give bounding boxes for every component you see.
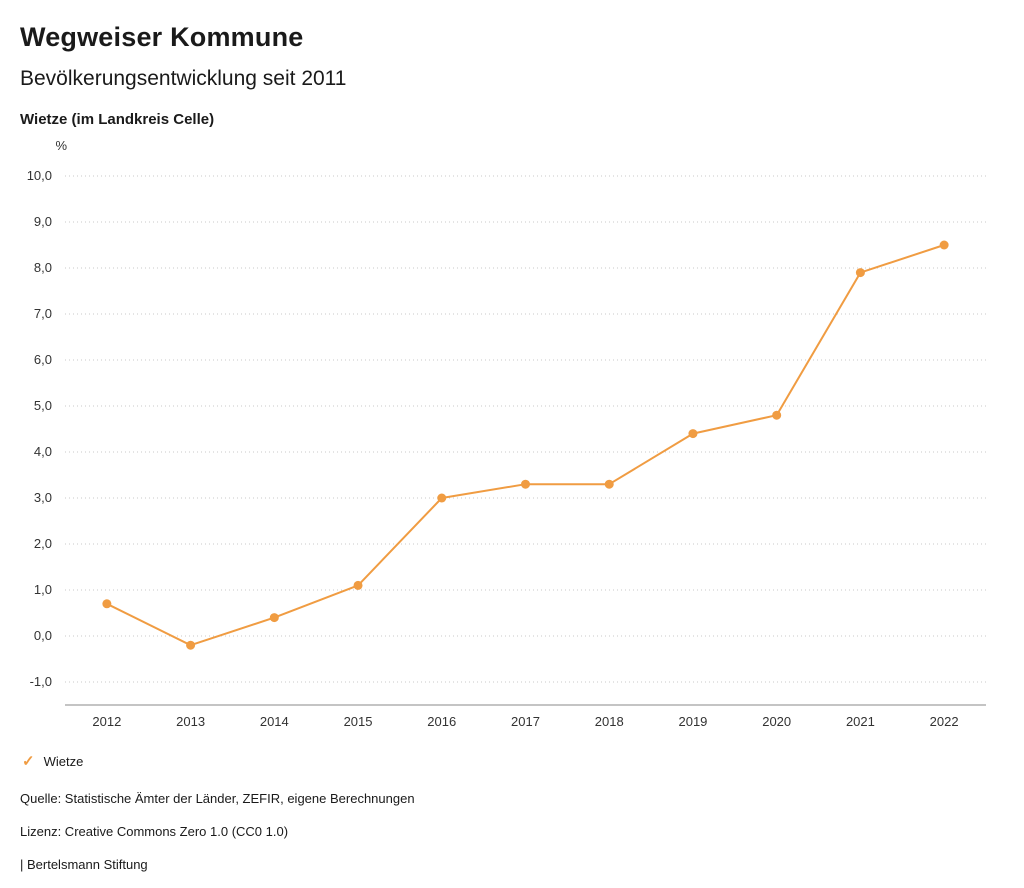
data-point[interactable] <box>102 599 112 609</box>
data-point[interactable] <box>772 410 782 420</box>
license-text: Lizenz: Creative Commons Zero 1.0 (CC0 1… <box>20 824 289 839</box>
x-tick-label: 2013 <box>176 714 205 729</box>
chart-title: Bevölkerungsentwicklung seit 2011 <box>20 67 347 90</box>
y-axis-unit-label: % <box>55 138 67 153</box>
x-tick-label: 2017 <box>511 714 540 729</box>
data-point[interactable] <box>437 493 447 503</box>
check-icon: ✓ <box>22 753 35 770</box>
page-title: Wegweiser Kommune <box>20 22 304 52</box>
x-tick-label: 2014 <box>260 714 289 729</box>
legend-item-wietze[interactable]: ✓ Wietze <box>22 754 83 769</box>
chart-canvas: %10,0 9,0 8,0 7,0 6,0 5,0 4,0 3,0 2,0 1,0 0,0 -1,0 2… <box>27 138 986 729</box>
data-point[interactable] <box>269 613 279 623</box>
region-label: Wietze (im Landkreis Celle) <box>20 111 215 128</box>
source-text: Quelle: Statistische Ämter der Länder, Z… <box>20 791 415 806</box>
x-tick-label: 2012 <box>92 714 121 729</box>
legend-label: Wietze <box>43 754 84 769</box>
attribution-text: | Bertelsmann Stiftung <box>20 857 148 872</box>
data-point[interactable] <box>939 240 949 250</box>
x-tick-label: 2018 <box>595 714 624 729</box>
x-tick-label: 2019 <box>678 714 707 729</box>
x-tick-label: 2015 <box>344 714 373 729</box>
y-tick-label: 2,0 <box>34 536 52 551</box>
y-tick-label: 7,0 <box>34 306 52 321</box>
y-tick-label: 10,0 <box>27 168 52 183</box>
data-point[interactable] <box>521 479 530 489</box>
data-point[interactable] <box>186 640 196 650</box>
y-tick-label: 6,0 <box>34 352 52 367</box>
x-tick-label: 2022 <box>930 714 959 729</box>
series-line <box>105 244 946 647</box>
y-tick-label: -1,0 <box>30 674 52 689</box>
y-tick-label: 5,0 <box>34 398 52 413</box>
y-tick-label: 8,0 <box>34 260 52 275</box>
y-tick-label: 4,0 <box>34 444 52 459</box>
chart-legend: ✓ Wietze <box>22 753 1004 771</box>
data-point[interactable] <box>353 580 363 590</box>
chart-footer: Quelle: Statistische Ämter der Länder, Z… <box>20 791 1004 872</box>
y-tick-label: 3,0 <box>34 490 52 505</box>
y-tick-label: 1,0 <box>34 582 52 597</box>
data-point[interactable] <box>855 268 865 278</box>
y-tick-label: 9,0 <box>34 214 52 229</box>
x-tick-label: 2020 <box>762 714 791 729</box>
data-point[interactable] <box>688 429 698 439</box>
y-tick-label: 0,0 <box>34 628 52 643</box>
x-tick-label: 2016 <box>427 714 456 729</box>
x-tick-label: 2021 <box>846 714 875 729</box>
population-line-chart: % 10,0 9,0 8,0 7,0 6,0 5,0 4,0 3,0 2,0 1,0 0,0 -1,0 2… <box>20 134 1004 747</box>
data-point[interactable] <box>604 479 614 489</box>
